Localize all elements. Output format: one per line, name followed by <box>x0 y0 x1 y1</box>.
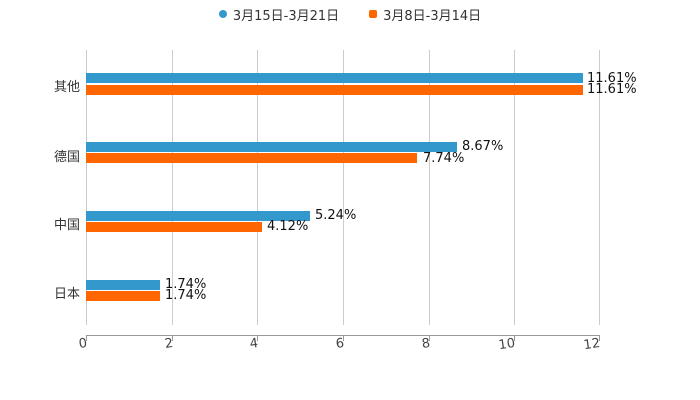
x-tick-label: 10 <box>497 336 517 354</box>
data-label: 1.74% <box>165 288 207 303</box>
bar-other-mar8-14[interactable] <box>86 85 583 95</box>
x-axis-tick <box>343 335 344 341</box>
legend-label: 3月8日-3月14日 <box>383 8 482 24</box>
category-label-japan: 日本 <box>53 287 80 302</box>
x-axis-tick <box>428 335 430 341</box>
x-tick-label: 6 <box>334 336 346 353</box>
legend-label: 3月15日-3月21日 <box>232 8 340 24</box>
x-tick-label: 8 <box>420 336 432 353</box>
bar-japan-mar15-21[interactable] <box>86 280 160 290</box>
gridline <box>514 50 516 325</box>
category-label-germany: 德国 <box>53 150 80 165</box>
data-label: 7.74% <box>423 151 465 166</box>
legend-square-icon <box>369 10 378 18</box>
legend-circle-icon <box>218 10 227 18</box>
bar-china-mar8-14[interactable] <box>86 222 262 232</box>
data-label: 11.61% <box>587 82 637 97</box>
gridline <box>428 50 430 325</box>
category-label-other: 其他 <box>53 80 80 95</box>
gridline <box>599 50 600 325</box>
x-axis-tick <box>171 335 173 341</box>
x-axis-tick <box>257 335 259 341</box>
bar-japan-mar8-14[interactable] <box>86 291 160 301</box>
x-axis-tick <box>514 335 516 341</box>
gridline <box>171 50 173 325</box>
data-label: 1.74% <box>165 277 207 292</box>
category-label-china: 中国 <box>53 218 80 233</box>
bar-other-mar15-21[interactable] <box>86 73 583 83</box>
gridline <box>343 50 344 325</box>
data-label: 4.12% <box>267 219 309 234</box>
gridline <box>86 50 87 325</box>
legend-item-week-mar15-21[interactable]: 3月15日-3月21日 <box>218 5 340 24</box>
x-axis-tick <box>86 335 87 341</box>
x-axis-tick <box>599 335 600 341</box>
data-label: 8.67% <box>462 139 504 154</box>
data-label: 5.24% <box>315 208 357 223</box>
bar-germany-mar8-14[interactable] <box>86 153 417 163</box>
x-tick-label: 4 <box>248 336 260 353</box>
gridline <box>257 50 259 325</box>
data-label: 11.61% <box>587 71 637 86</box>
x-tick-label: 0 <box>77 336 89 353</box>
bar-china-mar15-21[interactable] <box>86 211 310 221</box>
legend-item-week-mar8-14[interactable]: 3月8日-3月14日 <box>369 5 481 24</box>
bar-germany-mar15-21[interactable] <box>86 142 457 152</box>
x-tick-label: 12 <box>582 336 602 354</box>
x-tick-label: 2 <box>163 336 175 353</box>
plot-area <box>86 50 600 325</box>
chart-legend: 3月15日-3月21日 3月8日-3月14日 <box>0 4 700 24</box>
